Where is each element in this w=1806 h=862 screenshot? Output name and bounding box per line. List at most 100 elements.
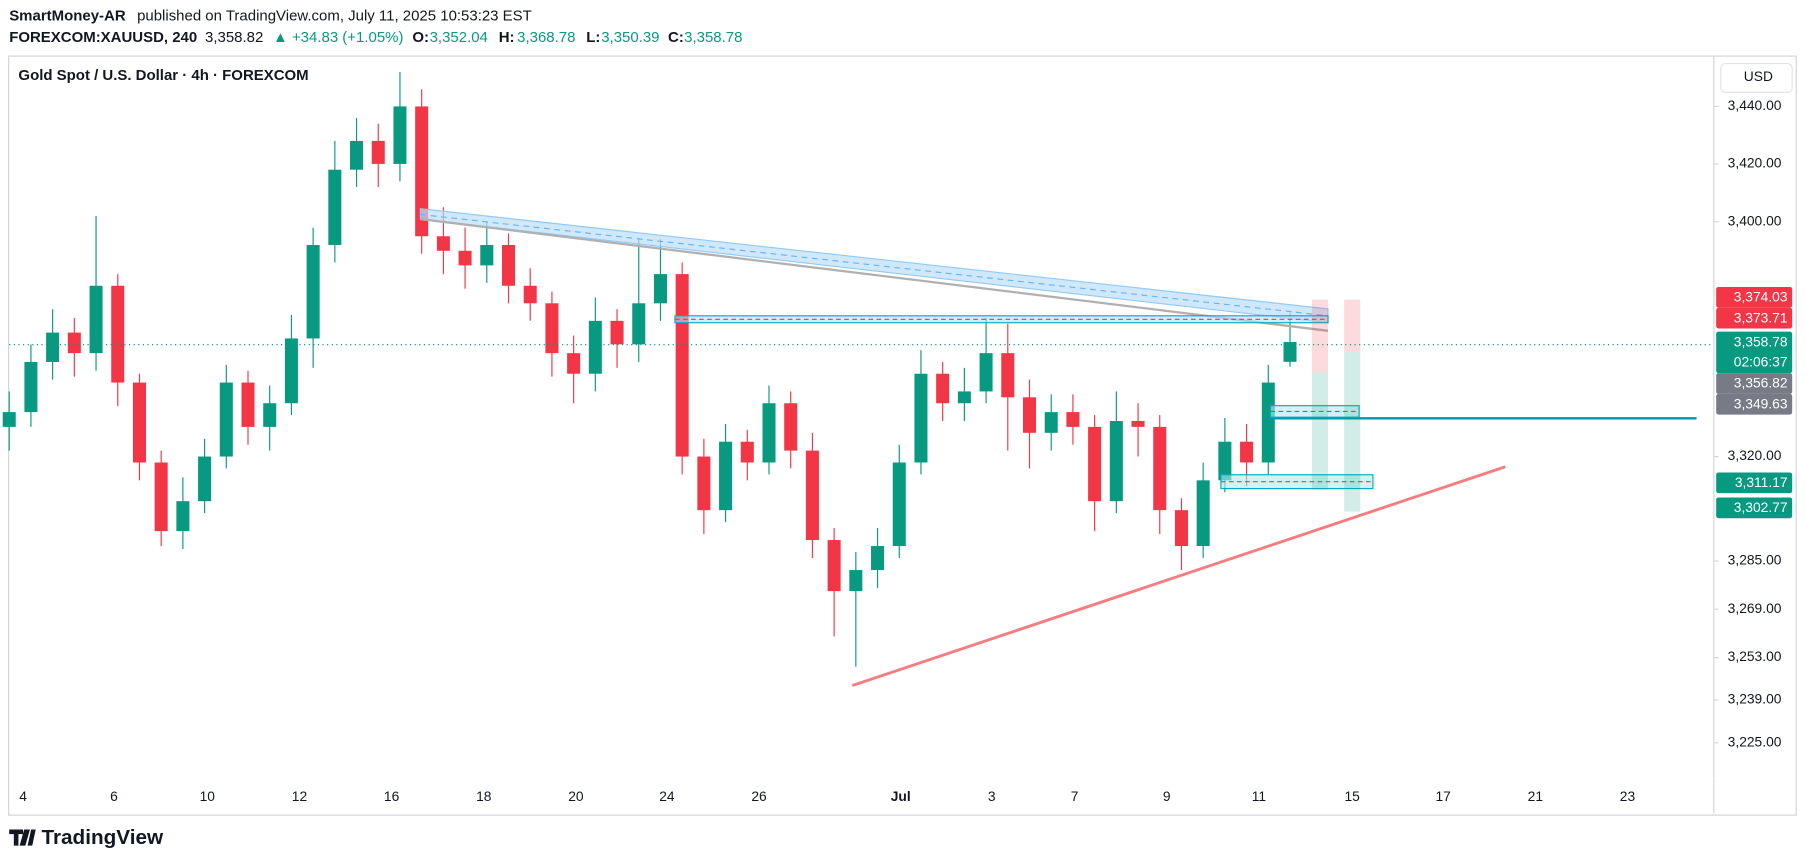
price-badge-label: 3,358.78 — [1734, 333, 1788, 349]
x-tick-label: Jul — [891, 788, 911, 804]
y-tick-label: 3,320.00 — [1728, 447, 1782, 463]
brand: TradingView — [41, 826, 164, 849]
candle-body — [67, 332, 81, 354]
candle-body — [1240, 441, 1254, 463]
candle-body — [632, 303, 646, 345]
symbol: FOREXCOM:XAUUSD, 240 — [9, 29, 197, 46]
x-tick-label: 3 — [988, 788, 996, 804]
y-tick-label: 3,239.00 — [1728, 691, 1782, 707]
x-tick-label: 10 — [200, 788, 216, 804]
candle-body — [697, 456, 711, 511]
low-value: 3,350.39 — [601, 29, 659, 46]
price-badge-label: 3,374.03 — [1734, 289, 1788, 305]
high-value: 3,368.78 — [517, 29, 575, 46]
candle-body — [415, 106, 429, 237]
countdown: 02:06:37 — [1734, 353, 1788, 369]
logo-icon — [9, 829, 36, 846]
candle-body — [263, 403, 277, 427]
published: published on TradingView.com, July 11, 2… — [137, 7, 532, 24]
candle-body — [762, 403, 776, 463]
candle-body — [219, 382, 233, 457]
close-label: C: — [668, 29, 684, 46]
candle-body — [350, 140, 364, 170]
candle-body — [1131, 420, 1145, 427]
x-tick-label: 16 — [384, 788, 400, 804]
change: ▲ +34.83 (+1.05%) — [273, 29, 404, 46]
x-tick-label: 20 — [568, 788, 584, 804]
candle-body — [393, 106, 407, 164]
candle-body — [1109, 420, 1123, 502]
candle-body — [805, 450, 819, 541]
currency-button[interactable] — [1720, 63, 1793, 93]
x-tick-label: 24 — [659, 788, 675, 804]
low-label: L: — [586, 29, 600, 46]
x-tick-label: 21 — [1528, 788, 1543, 804]
candle-body — [176, 501, 190, 532]
candle-body — [1261, 382, 1275, 463]
high-label: H: — [499, 29, 515, 46]
price-badge — [1716, 472, 1793, 494]
candle-body — [892, 462, 906, 547]
candle-body — [1218, 441, 1232, 481]
price-badge-label: 3,311.17 — [1735, 474, 1788, 490]
x-tick-label: 9 — [1163, 788, 1171, 804]
x-tick-label: 7 — [1071, 788, 1079, 804]
candle-body — [132, 382, 146, 463]
open-label: O: — [412, 29, 429, 46]
currency[interactable]: USD — [1744, 68, 1773, 84]
x-tick-label: 23 — [1620, 788, 1636, 804]
price-badge-label: 3,349.63 — [1734, 395, 1788, 411]
candle-body — [979, 353, 993, 392]
candle-body — [936, 373, 950, 404]
price-badge — [1716, 287, 1793, 308]
candle-body — [1066, 412, 1080, 427]
price-badge — [1716, 497, 1793, 519]
reward-zone — [1311, 372, 1329, 490]
candle-body — [328, 169, 342, 245]
x-tick-label: 11 — [1252, 788, 1266, 804]
price-badge-label: 3,373.71 — [1734, 309, 1788, 325]
candle-body — [2, 412, 16, 427]
candle-body — [1022, 397, 1037, 433]
candle-body — [784, 403, 798, 451]
candle-body — [740, 441, 754, 463]
candle-body — [1174, 510, 1188, 547]
candle-body — [46, 332, 60, 362]
price-badge — [1716, 393, 1793, 415]
candle-body — [458, 250, 472, 266]
price-badge — [1716, 331, 1793, 374]
candle-body — [436, 236, 450, 251]
chart-title: Gold Spot / U.S. Dollar · 4h · FOREXCOM — [18, 67, 308, 84]
candle-body — [1044, 412, 1058, 433]
y-tick-label: 3,225.00 — [1728, 733, 1782, 749]
risk-zone — [1344, 299, 1361, 352]
price-badge — [1716, 373, 1793, 394]
candle-body — [567, 353, 581, 374]
candle-body — [1196, 480, 1210, 547]
x-tick-label: 6 — [110, 788, 118, 804]
candle-body — [111, 285, 125, 383]
candle-body — [1153, 426, 1167, 511]
candle-body — [1088, 426, 1102, 502]
support-line — [851, 465, 1506, 687]
candle-body — [957, 391, 971, 404]
candle-body — [284, 338, 298, 404]
candle-body — [849, 570, 863, 592]
candle-body — [306, 244, 320, 339]
candle-body — [24, 361, 38, 413]
y-tick-label: 3,400.00 — [1728, 212, 1782, 228]
price-badge-label: 3,356.82 — [1734, 375, 1788, 391]
y-tick-label: 3,440.00 — [1728, 97, 1782, 113]
candle-body — [198, 456, 212, 502]
candle-body — [1001, 353, 1015, 398]
candle-body — [914, 373, 928, 463]
x-tick-label: 15 — [1345, 788, 1361, 804]
candle-body — [827, 540, 841, 592]
price-badge — [1716, 307, 1793, 329]
chart-frame — [8, 55, 1797, 816]
candle-body — [871, 546, 885, 571]
reward-zone — [1344, 351, 1361, 512]
open-value: 3,352.04 — [430, 29, 488, 46]
candle-body — [480, 244, 494, 266]
